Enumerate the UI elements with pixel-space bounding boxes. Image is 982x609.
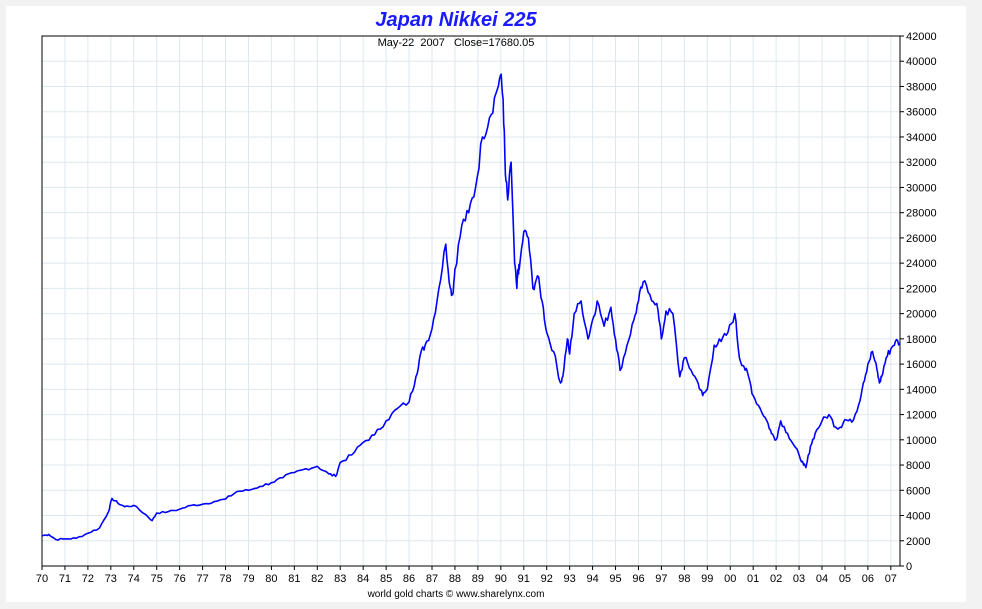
x-tick-label: 96: [632, 573, 644, 585]
y-tick-label: 24000: [906, 258, 937, 270]
x-tick-label: 03: [793, 573, 805, 585]
y-axis: 0 2000 4000 6000 8000 10000 12000 14000 16000 180…: [900, 31, 937, 573]
x-tick-label: 06: [862, 573, 874, 585]
x-tick-label: 99: [701, 573, 713, 585]
plot-border: [41, 35, 901, 567]
y-tick-label: 12000: [906, 410, 937, 422]
y-tick-label: 14000: [906, 384, 937, 396]
y-tick-label: 2000: [906, 536, 930, 548]
y-tick-label: 26000: [906, 233, 937, 245]
x-tick-label: 75: [151, 573, 163, 585]
nikkei-chart: 0200040006000800010000120001400016000180…: [36, 9, 937, 600]
y-tick-label: 0: [906, 561, 912, 573]
y-tick-label: 16000: [906, 359, 937, 371]
y-tick-label: 36000: [906, 107, 937, 119]
x-tick-label: 85: [380, 573, 392, 585]
y-tick-label: 10000: [906, 435, 937, 447]
x-tick-label: 94: [586, 573, 598, 585]
x-tick-label: 91: [518, 573, 530, 585]
x-tick-label: 80: [265, 573, 277, 585]
y-tick-label: 38000: [906, 81, 937, 93]
y-tick-label: 22000: [906, 283, 937, 295]
x-tick-label: 83: [334, 573, 346, 585]
x-tick-label: 76: [174, 573, 186, 585]
y-tick-label: 42000: [906, 31, 937, 43]
y-tick-label: 18000: [906, 334, 937, 346]
x-tick-label: 71: [59, 573, 71, 585]
y-tick-label: 8000: [906, 460, 930, 472]
x-tick-label: 82: [311, 573, 323, 585]
y-tick-label: 28000: [906, 208, 937, 220]
x-tick-label: 70: [36, 573, 48, 585]
grid: [41, 35, 900, 567]
y-tick-label: 4000: [906, 511, 930, 523]
x-tick-label: 01: [747, 573, 759, 585]
x-tick-label: 05: [839, 573, 851, 585]
x-tick-label: 90: [495, 573, 507, 585]
x-tick-label: 77: [196, 573, 208, 585]
x-tick-label: 04: [816, 573, 828, 585]
y-tick-label: 40000: [906, 56, 937, 68]
x-tick-label: 92: [541, 573, 553, 585]
x-tick-label: 89: [472, 573, 484, 585]
x-tick-label: 00: [724, 573, 736, 585]
x-tick-label: 87: [426, 573, 438, 585]
x-tick-label: 74: [128, 573, 140, 585]
x-tick-label: 95: [609, 573, 621, 585]
chart-frame: 0 2000 4000 6000 8000 10000 12000 14000 16000 180…: [6, 6, 966, 602]
x-tick-label: 86: [403, 573, 415, 585]
y-tick-label: 34000: [906, 132, 937, 144]
x-axis: 70 71 72 73 74 75 76 77 78 79 80 81 82 83 84 85 86 87 88 89…: [36, 566, 897, 585]
x-tick-label: 84: [357, 573, 369, 585]
x-tick-label: 79: [242, 573, 254, 585]
y-tick-label: 6000: [906, 485, 930, 497]
y-tick-label: 32000: [906, 157, 937, 169]
y-tick-label: 20000: [906, 309, 937, 321]
chart-subtitle: May-22 2007 Close=17680.05: [378, 37, 535, 49]
x-tick-label: 97: [655, 573, 667, 585]
x-tick-label: 98: [678, 573, 690, 585]
x-tick-label: 93: [564, 573, 576, 585]
chart-credit: world gold charts © www.sharelynx.com: [367, 589, 545, 600]
x-tick-label: 78: [219, 573, 231, 585]
x-tick-label: 02: [770, 573, 782, 585]
chart-title: Japan Nikkei 225: [375, 9, 537, 31]
x-tick-label: 07: [885, 573, 897, 585]
series-line: [41, 73, 901, 541]
x-tick-label: 72: [82, 573, 94, 585]
x-tick-label: 88: [449, 573, 461, 585]
y-tick-label: 30000: [906, 182, 937, 194]
x-tick-label: 81: [288, 573, 300, 585]
x-tick-label: 73: [105, 573, 117, 585]
